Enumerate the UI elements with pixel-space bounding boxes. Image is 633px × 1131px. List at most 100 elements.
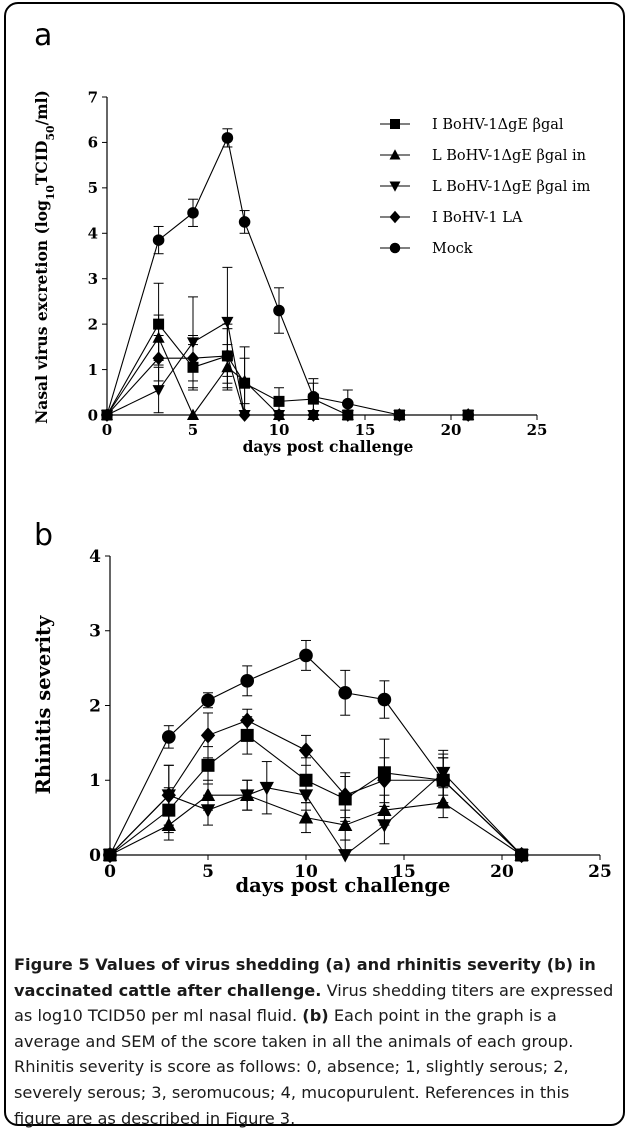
series-mock — [103, 639, 529, 862]
data-point — [238, 374, 251, 386]
data-point — [338, 787, 353, 804]
x-tick-label: 10 — [269, 421, 290, 439]
data-point — [161, 787, 176, 804]
x-tick-label: 20 — [441, 421, 462, 439]
data-point — [221, 316, 234, 329]
y-tick-label: 6 — [88, 134, 98, 152]
data-point — [462, 409, 474, 421]
caption-text-2: Each point in the graph is a average and… — [14, 1006, 574, 1128]
series-line — [106, 336, 469, 417]
data-point — [152, 351, 165, 366]
legend-marker — [389, 210, 401, 224]
data-point — [436, 773, 451, 788]
data-point — [200, 804, 216, 818]
chart-b: 0 5 10 15 20 25 0 1 2 3 4 days post challenge Rhinit… — [32, 547, 612, 897]
data-point — [240, 712, 255, 729]
legend-item-l-bohv-1-ge-gal-in: L BoHV-1ΔgE βgal in — [380, 148, 586, 164]
y-tick-label: 1 — [88, 361, 98, 379]
panel-letter-a: a — [34, 18, 53, 53]
y-tick-label: 0 — [88, 406, 98, 424]
data-point — [201, 693, 215, 708]
data-point — [338, 685, 353, 700]
y-axis-label: Rhinitis severity — [32, 615, 55, 794]
legend-item-i-bohv-1-ge-gal: I BoHV-1ΔgE βgal — [380, 117, 564, 133]
legend-label: L BoHV-1ΔgE βgal im — [432, 179, 591, 195]
legend-item-mock: Mock — [380, 241, 473, 257]
data-point — [377, 819, 392, 833]
data-point — [238, 216, 251, 228]
x-tick-label: 15 — [392, 862, 416, 882]
y-tick-label: 0 — [89, 846, 101, 866]
x-tick-label: 0 — [102, 421, 112, 439]
data-point — [338, 849, 353, 863]
data-point — [186, 408, 200, 420]
data-point — [299, 648, 313, 663]
x-tick-label: 5 — [202, 862, 214, 882]
caption-text-1: Virus shedding titers are expressed as l… — [14, 980, 614, 1026]
x-tick-label: 5 — [188, 421, 198, 439]
data-point — [377, 772, 392, 789]
data-point — [101, 409, 113, 421]
legend-marker — [389, 242, 401, 254]
data-point — [152, 234, 165, 246]
data-point — [152, 385, 165, 397]
data-point — [221, 132, 234, 144]
data-point — [307, 391, 320, 403]
data-point — [273, 395, 285, 407]
data-point — [187, 207, 199, 219]
data-point — [514, 848, 529, 862]
y-tick-label: 3 — [89, 622, 101, 642]
data-point — [298, 789, 314, 803]
x-tick-label: 10 — [294, 862, 318, 882]
data-point — [393, 409, 406, 421]
series-line — [109, 772, 522, 856]
data-point — [201, 758, 215, 772]
y-tick-label: 7 — [88, 88, 98, 106]
legend-label: L BoHV-1ΔgE βgal in — [432, 148, 586, 164]
y-tick-label: 2 — [88, 315, 98, 333]
legend: I BoHV-1ΔgE βgal L BoHV-1ΔgE βgal in L BoH… — [380, 117, 591, 257]
data-point — [221, 349, 234, 363]
data-point — [200, 727, 216, 744]
caption-b-label: (b) — [302, 1006, 329, 1026]
x-axis-label: days post challenge — [243, 437, 414, 456]
data-point — [298, 810, 314, 824]
legend-label: I BoHV-1ΔgE βgal — [432, 117, 564, 133]
data-point — [103, 848, 117, 862]
data-point — [238, 408, 251, 422]
data-point — [273, 304, 285, 317]
legend-marker — [390, 119, 400, 129]
series-i-bohv-1-ge-gal — [101, 282, 474, 421]
legend-label: Mock — [432, 241, 473, 257]
y-axis-label: Nasal virus excretion (log10TCID50/ml) — [32, 90, 57, 424]
y-tick-label: 3 — [88, 270, 98, 288]
chart-a: 0 5 10 15 20 25 0 1 2 3 4 5 6 7 days post challenge Nas… — [32, 88, 591, 456]
data-point — [272, 408, 286, 422]
figure-caption: Figure 5 Values of virus shedding (a) an… — [14, 952, 614, 1131]
y-tick-label: 4 — [89, 547, 101, 567]
x-tick-label: 25 — [588, 862, 612, 882]
series-l-bohv-1-ge-gal-im — [100, 266, 475, 422]
data-point — [240, 674, 255, 688]
x-tick-label: 25 — [527, 421, 548, 439]
data-point — [342, 397, 354, 410]
y-tick-label: 1 — [89, 771, 101, 791]
caption-title: Figure 5 Values of virus shedding (a) an… — [14, 955, 596, 1000]
x-tick-label: 0 — [104, 862, 116, 882]
legend-marker — [389, 181, 401, 192]
x-tick-label: 20 — [490, 862, 514, 882]
legend-marker — [389, 149, 401, 160]
y-tick-label: 4 — [88, 225, 98, 243]
legend-label: I BoHV-1 LA — [432, 210, 523, 226]
data-point — [377, 692, 392, 707]
series-line — [106, 136, 469, 416]
data-point — [259, 781, 274, 796]
data-point — [338, 817, 353, 831]
data-point — [200, 787, 216, 802]
data-point — [298, 742, 314, 759]
data-point — [240, 789, 255, 803]
panel-letter-b: b — [34, 518, 54, 553]
series-line — [106, 355, 469, 416]
data-point — [161, 730, 176, 744]
series-mock — [101, 128, 474, 421]
